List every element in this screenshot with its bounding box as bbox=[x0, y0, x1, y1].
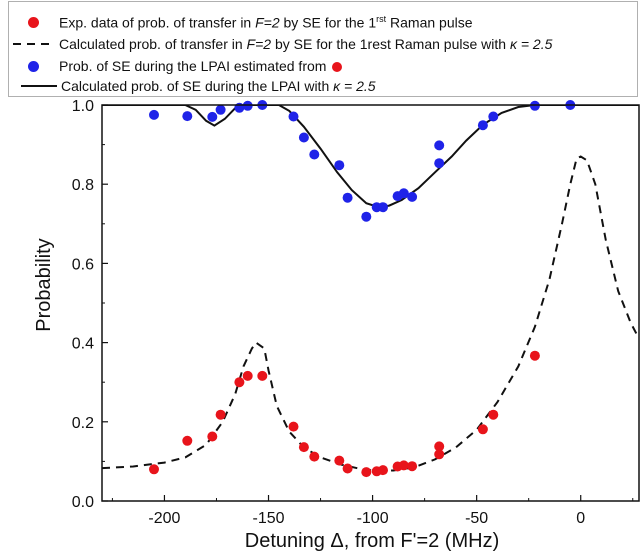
legend: Exp. data of prob. of transfer in F=2 by… bbox=[8, 1, 638, 97]
blue-data-point bbox=[477, 120, 488, 131]
red-dot-marker bbox=[27, 16, 39, 28]
blue-data-point bbox=[378, 202, 388, 213]
x-tick-label: -200 bbox=[148, 510, 180, 527]
red-data-point bbox=[257, 370, 268, 381]
x-tick-label: 0 bbox=[576, 510, 585, 527]
blue-data-point bbox=[488, 111, 499, 122]
blue-dot-marker bbox=[27, 60, 39, 72]
chart-marks bbox=[102, 100, 639, 478]
red-data-point bbox=[434, 441, 445, 452]
calc-se-solid-line bbox=[102, 105, 639, 209]
red-data-point bbox=[215, 409, 226, 420]
blue-data-point bbox=[529, 100, 540, 111]
blue-data-point bbox=[434, 158, 445, 169]
legend-item-exp-transfer: Exp. data of prob. of transfer in F=2 by… bbox=[9, 11, 473, 33]
blue-data-point bbox=[149, 109, 159, 120]
y-axis-label: Probability bbox=[33, 238, 55, 331]
y-tick-label: 0.4 bbox=[72, 336, 94, 353]
red-data-point bbox=[207, 431, 218, 442]
blue-data-point bbox=[182, 111, 193, 122]
dashed-line-marker bbox=[13, 43, 53, 45]
blue-data-point bbox=[407, 191, 418, 202]
y-tick-label: 0.2 bbox=[72, 415, 94, 432]
blue-data-point bbox=[361, 211, 372, 222]
chart-axes: -200 -150 -100 -50 0 0.0 0.2 0.4 0.6 0.8 1.0 bbox=[72, 98, 640, 527]
red-data-point bbox=[242, 370, 253, 381]
legend-item-calc-se: Calculated prob. of SE during the LPAI w… bbox=[9, 75, 376, 97]
solid-line-marker bbox=[21, 85, 57, 87]
legend-item-calc-transfer: Calculated prob. of transfer in F=2 by S… bbox=[9, 33, 552, 55]
x-tick-label: -50 bbox=[465, 510, 488, 527]
blue-data-point bbox=[434, 140, 445, 151]
blue-data-point bbox=[288, 111, 299, 122]
blue-data-point bbox=[309, 149, 320, 160]
x-axis-label: Detuning Δ, from F'=2 (MHz) bbox=[245, 530, 499, 552]
red-data-point bbox=[407, 461, 418, 472]
red-data-point bbox=[298, 442, 309, 453]
blue-data-point bbox=[298, 132, 309, 143]
red-dot-inline-icon bbox=[332, 62, 343, 73]
red-data-point bbox=[488, 409, 499, 420]
y-tick-label: 0.8 bbox=[72, 177, 94, 194]
blue-data-point bbox=[398, 188, 409, 199]
blue-data-point bbox=[342, 192, 353, 203]
blue-data-point bbox=[215, 104, 226, 115]
x-tick-label: -150 bbox=[252, 510, 284, 527]
x-tick-label: -100 bbox=[357, 510, 389, 527]
red-data-point bbox=[342, 463, 353, 474]
red-data-point bbox=[529, 350, 540, 361]
red-data-point bbox=[149, 464, 159, 475]
red-data-point bbox=[234, 377, 245, 388]
red-data-point bbox=[398, 460, 409, 471]
red-data-point bbox=[477, 424, 488, 435]
y-tick-label: 1.0 bbox=[72, 98, 94, 115]
red-data-point bbox=[434, 449, 445, 460]
red-data-point bbox=[309, 451, 320, 462]
red-data-point bbox=[334, 455, 345, 466]
red-data-point bbox=[378, 465, 388, 476]
blue-data-point bbox=[242, 100, 253, 111]
y-tick-label: 0.6 bbox=[72, 256, 94, 273]
red-data-point bbox=[288, 421, 299, 432]
red-data-point bbox=[182, 435, 193, 446]
blue-data-point bbox=[207, 111, 218, 122]
red-data-point bbox=[361, 467, 372, 478]
y-tick-label: 0.0 bbox=[72, 494, 94, 511]
legend-item-prob-se: Prob. of SE during the LPAI estimated fr… bbox=[9, 55, 343, 77]
blue-data-point bbox=[334, 160, 345, 171]
